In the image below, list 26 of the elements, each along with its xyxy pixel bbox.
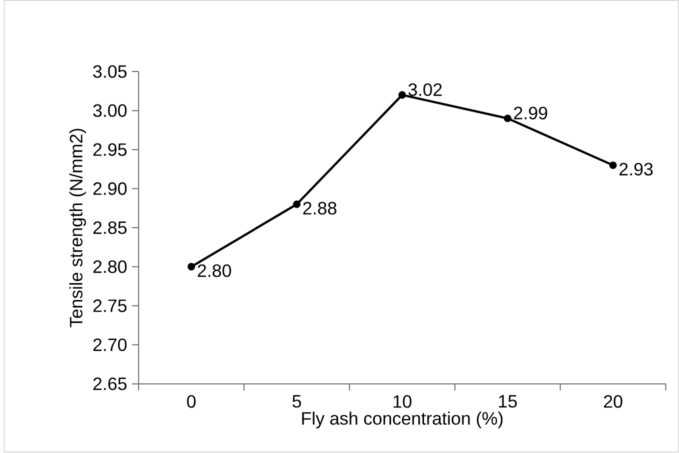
y-tick-label: 2.75: [93, 300, 127, 312]
y-tick-label: 2.95: [93, 144, 127, 156]
x-tick-label: 5: [292, 395, 301, 408]
y-tick-label: 3.00: [93, 104, 127, 118]
point: [188, 263, 196, 271]
data-label: 2.80: [198, 264, 232, 278]
x-tick-label: 15: [499, 395, 517, 408]
point: [398, 91, 406, 99]
data-label: 2.93: [620, 163, 653, 176]
y-tick-label: 2.90: [93, 182, 127, 196]
point: [609, 162, 617, 170]
y-tick-label: 2.65: [93, 378, 127, 390]
data-label: 2.88: [303, 202, 336, 215]
y-axis-title: Tensile strength (N/mm2): [69, 129, 86, 328]
x-tick-label: 0: [187, 395, 196, 408]
x-tick-label: 10: [394, 395, 412, 408]
y-tick-label: 2.85: [93, 222, 127, 234]
point: [292, 200, 301, 208]
y-tick-label: 3.05: [93, 65, 127, 78]
data-label: 3.02: [408, 84, 442, 96]
x-tick-label: 20: [604, 395, 622, 408]
y-tick-label: 2.70: [93, 338, 127, 352]
data-label: 2.99: [514, 106, 548, 120]
x-axis-title: Fly ash concentration (%): [302, 412, 503, 429]
point: [504, 114, 512, 122]
y-tick-label: 2.80: [93, 260, 127, 274]
